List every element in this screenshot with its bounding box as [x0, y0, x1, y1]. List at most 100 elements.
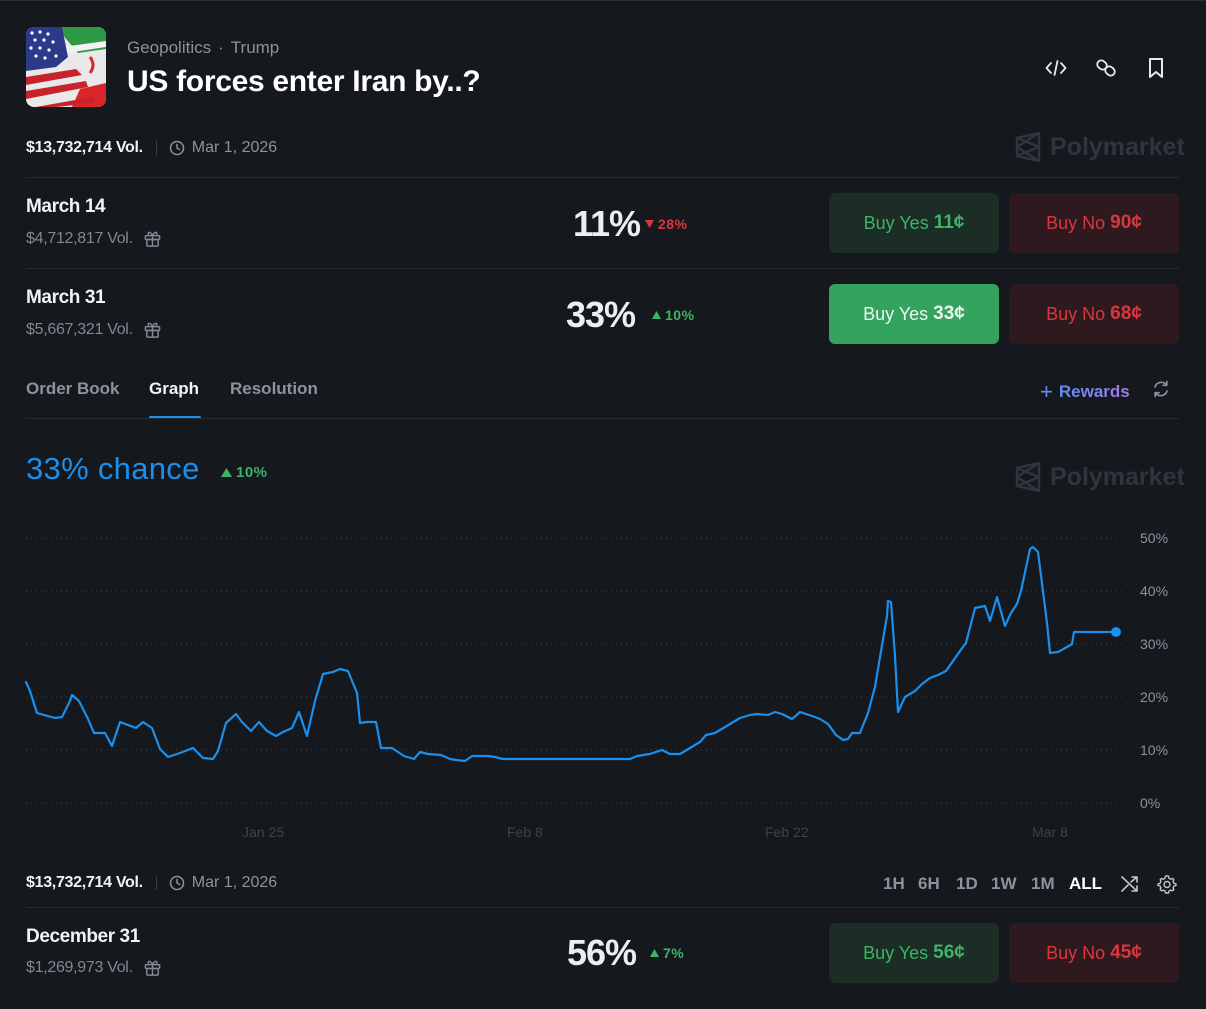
tab-resolution[interactable]: Resolution: [230, 379, 318, 398]
total-volume: $13,732,714 Vol.: [26, 874, 143, 891]
chart-current-point: [1111, 627, 1121, 637]
y-tick: 40%: [1140, 583, 1169, 599]
buy-no-price: 90¢: [1110, 212, 1142, 233]
buy-no-price: 68¢: [1110, 303, 1142, 324]
separator: [155, 876, 157, 890]
chance-change: 10%: [221, 464, 268, 481]
polymarket-watermark: Polymarket: [1014, 132, 1185, 162]
polymarket-brand-text: Polymarket: [1050, 462, 1185, 491]
timeframe-6h[interactable]: 6H: [918, 874, 940, 893]
probability-change: 10%: [652, 307, 695, 323]
y-tick: 10%: [1140, 742, 1169, 758]
polymarket-watermark: Polymarket: [1014, 462, 1185, 492]
triangle-up-icon: [221, 468, 232, 477]
end-date-text: Mar 1, 2026: [191, 874, 278, 891]
rewards-button[interactable]: + Rewards: [1040, 379, 1130, 405]
breadcrumb-geopolitics[interactable]: Geopolitics: [127, 38, 212, 57]
buy-yes-price: 11¢: [933, 212, 965, 233]
embed-button[interactable]: [1043, 55, 1069, 81]
tabs-divider: [26, 418, 1179, 419]
buy-no-label: Buy No: [1046, 303, 1106, 324]
buy-yes-label: Buy Yes: [863, 942, 929, 963]
change-text: 10%: [236, 464, 268, 481]
gift-icon[interactable]: [143, 229, 162, 248]
plus-icon: +: [1040, 379, 1053, 404]
market-volume-text: $5,667,321 Vol.: [26, 320, 133, 338]
x-tick: Feb 22: [765, 824, 809, 840]
gift-icon[interactable]: [143, 958, 162, 977]
chart-settings-button[interactable]: [1157, 874, 1177, 899]
breadcrumb-separator: ·: [218, 38, 224, 57]
x-tick: Feb 8: [507, 824, 543, 840]
polymarket-brand-text: Polymarket: [1050, 132, 1185, 161]
link-icon: [1096, 59, 1116, 77]
breadcrumb: Geopolitics · Trump: [127, 38, 279, 58]
market-thumbnail: [26, 27, 106, 107]
timeframe-all[interactable]: ALL: [1069, 874, 1103, 893]
x-tick: Jan 25: [242, 824, 285, 840]
chart-summary: $13,732,714 Vol. Mar 1, 2026: [26, 874, 277, 892]
shuffle-icon: [1121, 876, 1138, 892]
buy-no-button[interactable]: Buy No 68¢: [1009, 284, 1179, 344]
gift-icon[interactable]: [143, 320, 162, 339]
refresh-button[interactable]: [1151, 379, 1171, 404]
divider: [26, 177, 1179, 178]
buy-no-button[interactable]: Buy No 90¢: [1009, 193, 1179, 253]
rewards-label: Rewards: [1058, 382, 1130, 401]
buy-yes-price: 33¢: [933, 303, 965, 324]
copy-link-button[interactable]: [1093, 55, 1119, 81]
divider: [26, 268, 1179, 269]
y-tick: 20%: [1140, 689, 1169, 705]
gear-icon: [1157, 875, 1177, 894]
market-label[interactable]: March 31: [26, 287, 106, 308]
buy-yes-price: 56¢: [933, 942, 965, 963]
buy-no-button[interactable]: Buy No 45¢: [1009, 923, 1179, 983]
buy-no-price: 45¢: [1110, 942, 1142, 963]
timeframe-1h[interactable]: 1H: [883, 874, 905, 893]
end-date-text: Mar 1, 2026: [191, 139, 278, 156]
buy-yes-button[interactable]: Buy Yes 56¢: [829, 923, 999, 983]
market-volume-text: $1,269,973 Vol.: [26, 958, 133, 976]
buy-yes-button[interactable]: Buy Yes 33¢: [829, 284, 999, 344]
divider: [26, 907, 1179, 908]
active-tab-indicator: [149, 416, 201, 419]
chance-headline: 33% chance: [26, 451, 200, 486]
bookmark-button[interactable]: [1143, 55, 1169, 81]
tab-order-book[interactable]: Order Book: [26, 379, 120, 398]
tab-graph[interactable]: Graph: [149, 379, 200, 398]
buy-yes-label: Buy Yes: [863, 303, 929, 324]
market-probability: 33%: [566, 294, 636, 335]
timeframe-1m[interactable]: 1M: [1031, 874, 1055, 893]
code-icon: [1045, 60, 1067, 76]
market-probability: 56%: [567, 932, 637, 973]
market-volume: $1,269,973 Vol.: [26, 958, 162, 977]
bookmark-icon: [1149, 58, 1163, 78]
refresh-icon: [1154, 380, 1168, 398]
timeframe-1d[interactable]: 1D: [956, 874, 978, 893]
triangle-down-icon: [645, 220, 654, 228]
market-volume: $4,712,817 Vol.: [26, 229, 162, 248]
market-volume: $5,667,321 Vol.: [26, 320, 162, 339]
timeframe-1w[interactable]: 1W: [991, 874, 1017, 893]
buy-yes-label: Buy Yes: [863, 212, 929, 233]
breadcrumb-trump[interactable]: Trump: [230, 38, 280, 57]
buy-yes-button[interactable]: Buy Yes 11¢: [829, 193, 999, 253]
buy-no-label: Buy No: [1046, 212, 1106, 233]
market-probability: 11%: [573, 203, 641, 244]
market-label[interactable]: March 14: [26, 196, 106, 217]
change-text: 28%: [658, 216, 688, 232]
market-volume-text: $4,712,817 Vol.: [26, 229, 133, 247]
clock-icon: [169, 140, 185, 156]
y-tick: 50%: [1140, 530, 1169, 546]
polymarket-logo-icon: [1015, 132, 1041, 162]
chart-gridlines: [26, 537, 1126, 804]
probability-change: 7%: [650, 945, 684, 961]
chart-series-line: [24, 545, 1118, 763]
triangle-up-icon: [650, 949, 659, 957]
clock-icon: [169, 875, 185, 891]
market-label[interactable]: December 31: [26, 926, 140, 947]
us-iran-flags-image: [26, 27, 106, 107]
shuffle-button[interactable]: [1120, 874, 1140, 899]
y-tick: 30%: [1140, 636, 1169, 652]
